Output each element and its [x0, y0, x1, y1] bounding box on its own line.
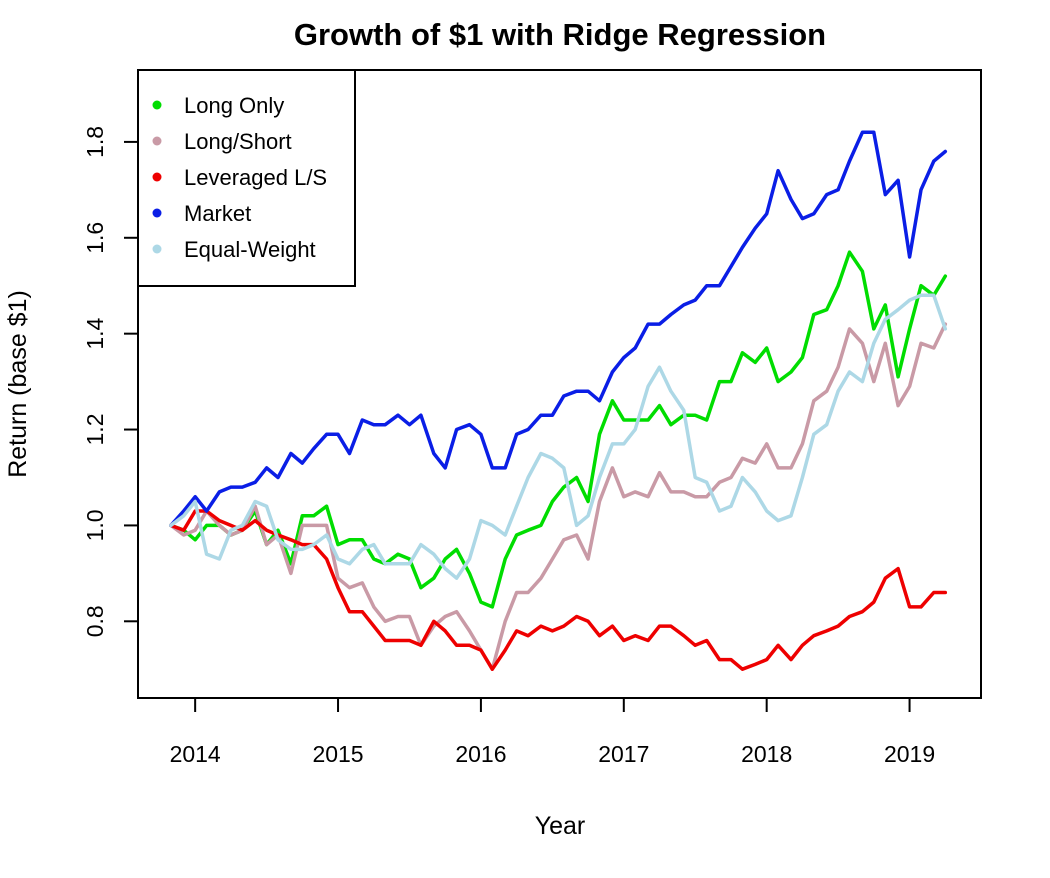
legend-marker — [152, 208, 162, 218]
x-axis-label: Year — [535, 812, 586, 840]
series-line-0 — [169, 250, 948, 609]
legend-item: Long/Short — [152, 129, 292, 154]
legend-marker — [152, 136, 162, 146]
legend-label: Long/Short — [184, 129, 292, 154]
x-tick-label: 2014 — [170, 741, 221, 767]
legend-item: Long Only — [152, 93, 284, 118]
x-axis: 2014 2015 2016 2017 2018 2019 — [170, 697, 935, 767]
legend-label: Equal-Weight — [184, 237, 316, 262]
legend-label: Leveraged L/S — [184, 165, 327, 190]
y-tick-label: 0.8 — [82, 605, 108, 637]
legend-marker — [152, 172, 162, 182]
x-tick-label: 2018 — [741, 741, 792, 767]
x-tick-label: 2016 — [455, 741, 506, 767]
legend-label: Long Only — [184, 93, 284, 118]
y-axis: 0.8 1.0 1.2 1.4 1.6 1.8 — [82, 126, 139, 637]
legend-label: Market — [184, 201, 251, 226]
series-line-3 — [169, 130, 948, 528]
series-line-4 — [169, 293, 948, 580]
y-axis-label: Return (base $1) — [4, 290, 32, 478]
y-tick-label: 1.8 — [82, 126, 108, 158]
legend-item: Leveraged L/S — [152, 165, 327, 190]
legend-item: Market — [152, 201, 251, 226]
y-tick-label: 1.4 — [82, 318, 108, 350]
x-tick-label: 2015 — [312, 741, 363, 767]
series-line-2 — [169, 509, 948, 671]
x-tick-label: 2019 — [884, 741, 935, 767]
legend-item: Equal-Weight — [152, 237, 316, 262]
legend-marker — [152, 244, 162, 254]
chart-title: Growth of $1 with Ridge Regression — [294, 17, 826, 52]
series-layer — [169, 130, 948, 671]
legend-box — [137, 69, 356, 287]
y-tick-label: 1.6 — [82, 222, 108, 254]
series-line-1 — [169, 322, 948, 671]
y-tick-label: 1.0 — [82, 509, 108, 541]
legend-marker — [152, 100, 162, 110]
y-tick-label: 1.2 — [82, 414, 108, 446]
legend: Long Only Long/Short Leveraged L/S Market Eq… — [137, 69, 356, 287]
x-tick-label: 2017 — [598, 741, 649, 767]
